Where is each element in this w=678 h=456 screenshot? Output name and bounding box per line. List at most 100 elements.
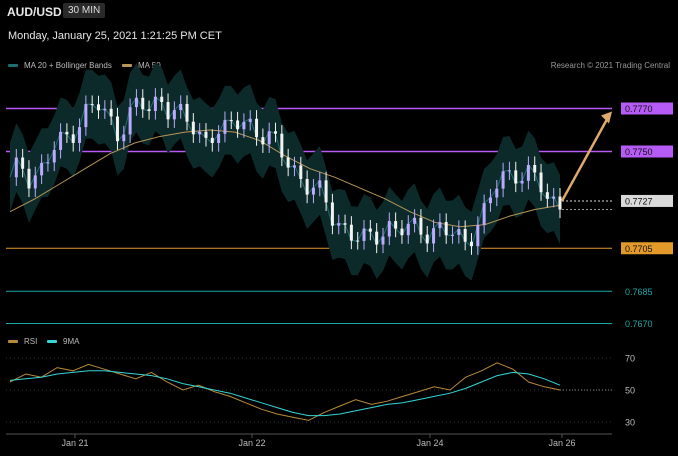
candle-body [267, 131, 271, 145]
candle-body [394, 221, 398, 229]
candle-body [349, 224, 353, 241]
level-label-3: 0.7705 [625, 244, 653, 254]
legend-rsi: RSI [8, 337, 37, 346]
candle-body [27, 168, 31, 189]
candle-body [400, 228, 404, 236]
candle-body [21, 157, 25, 169]
legend-label-ma20: MA 20 + Bollinger Bands [24, 61, 112, 70]
x-tick-label: Jan 24 [416, 438, 443, 448]
candle-body [292, 165, 296, 168]
legend-swatch-ma9 [47, 340, 57, 343]
candle-body [318, 180, 322, 188]
candle-body [14, 157, 18, 178]
rsi-series-RSI [9, 362, 561, 421]
rsi-tick-label: 70 [625, 354, 635, 364]
candle-body [520, 180, 524, 184]
candle-body [451, 234, 455, 236]
candle-body [457, 229, 461, 235]
candle-body [261, 137, 265, 145]
candle-body [362, 228, 366, 241]
candle-body [406, 223, 410, 236]
candle-body [425, 234, 429, 244]
candle-body [368, 228, 372, 232]
candle-body [52, 149, 56, 163]
candle-body [198, 131, 202, 135]
candle-body [387, 221, 391, 237]
legend-label-ma9: 9MA [63, 337, 80, 346]
candle-body [179, 103, 183, 111]
level-label-2: 0.7727 [625, 196, 653, 206]
candle-body [419, 217, 423, 235]
candle-body [558, 196, 562, 210]
level-tag-0 [621, 102, 673, 115]
candle-body [501, 171, 505, 189]
candle-body [507, 170, 511, 172]
candle-body [495, 188, 499, 198]
candle-body [191, 121, 195, 135]
forecast-arrow [560, 116, 610, 202]
candle-body [71, 134, 75, 143]
candle-body [552, 196, 556, 199]
ma20-line [9, 95, 561, 248]
candle-body [432, 228, 436, 244]
candle-body [482, 203, 486, 225]
candle-body [299, 165, 303, 180]
x-tick-label: Jan 21 [61, 438, 88, 448]
credit-label: Research © 2021 Trading Central [550, 61, 670, 70]
candle-body [84, 104, 88, 128]
rsi-tick-label: 50 [625, 386, 635, 396]
candle-body [103, 108, 107, 111]
candle-body [526, 165, 530, 181]
candle-body [375, 231, 379, 245]
candle-body [78, 127, 82, 143]
candle-body [242, 121, 246, 130]
candle-body [381, 236, 385, 245]
candle-body [59, 131, 63, 150]
candle-body [160, 96, 164, 103]
candle-body [122, 134, 126, 142]
candle-body [128, 107, 132, 135]
rsi-tick-label: 30 [625, 418, 635, 428]
x-tick-label: Jan 26 [548, 438, 575, 448]
candle-body [539, 172, 543, 193]
candle-body [46, 162, 50, 164]
datetime-label: Monday, January 25, 2021 1:21:25 PM CET [8, 30, 222, 42]
legend-ma20-bb: MA 20 + Bollinger Bands [8, 61, 112, 70]
candle-body [311, 187, 315, 195]
candle-body [488, 197, 492, 204]
legend-ma50: MA 50 [122, 61, 161, 70]
candle-body [330, 202, 334, 226]
ma50-line [9, 129, 561, 228]
candle-body [236, 120, 240, 130]
candle-body [115, 116, 119, 142]
legend-swatch-rsi [8, 340, 18, 343]
level-label-4: 0.7685 [625, 287, 653, 297]
candle-body [324, 180, 328, 203]
candle-body [97, 104, 101, 111]
level-label-5: 0.7670 [625, 319, 653, 329]
level-tag-2 [621, 194, 673, 207]
candle-body [248, 118, 252, 122]
candle-body [280, 133, 284, 158]
candle-body [90, 104, 94, 106]
candle-body [210, 137, 214, 144]
candle-body [476, 224, 480, 247]
candle-body [33, 175, 37, 189]
timeframe-button[interactable]: 30 MIN [63, 3, 106, 18]
candle-body [223, 120, 227, 134]
candle-body [229, 120, 233, 122]
candle-body [217, 133, 221, 144]
legend-swatch-ma50 [122, 64, 132, 67]
candle-body [438, 221, 442, 229]
candle-body [274, 131, 278, 134]
rsi-series-9MA [9, 370, 561, 417]
candle-body [255, 118, 259, 138]
candle-body [40, 162, 44, 176]
candle-body [166, 102, 170, 120]
level-label-0: 0.7770 [625, 104, 653, 114]
legend-ma9: 9MA [47, 337, 79, 346]
level-tag-3 [621, 242, 673, 255]
candle-body [204, 131, 208, 138]
level-tag-1 [621, 145, 673, 158]
